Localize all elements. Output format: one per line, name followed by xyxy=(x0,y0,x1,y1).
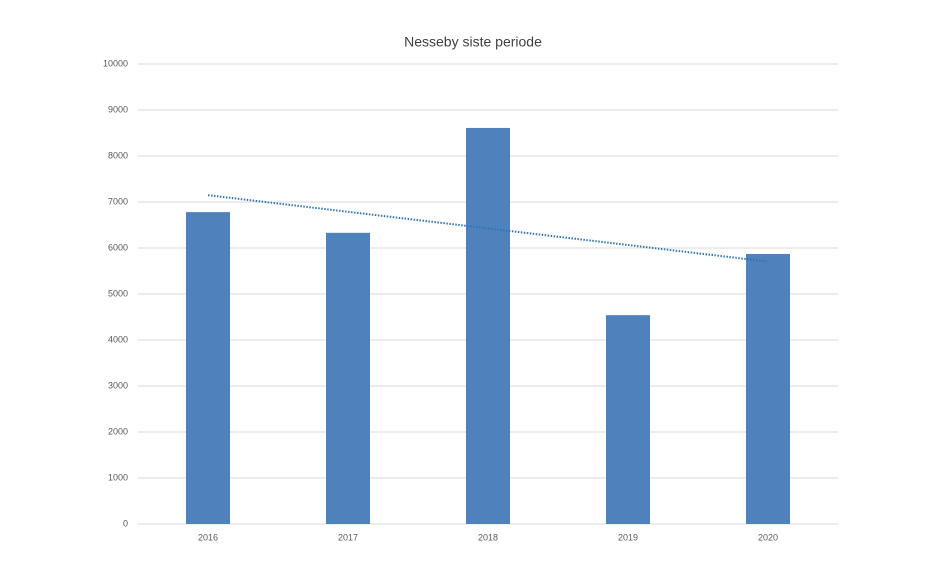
y-tick-label: 6000 xyxy=(108,242,128,252)
x-tick-label: 2018 xyxy=(478,532,498,542)
y-tick-label: 3000 xyxy=(108,380,128,390)
bar xyxy=(466,127,510,524)
bar xyxy=(746,253,790,525)
y-tick-label: 10000 xyxy=(103,58,128,68)
y-tick-label: 8000 xyxy=(108,150,128,160)
x-tick-label: 2019 xyxy=(618,532,638,542)
bar xyxy=(326,232,370,524)
x-tick-label: 2017 xyxy=(338,532,358,542)
y-tick-label: 0 xyxy=(123,518,128,528)
y-tick-label: 9000 xyxy=(108,104,128,114)
y-tick-label: 1000 xyxy=(108,472,128,482)
y-tick-label: 4000 xyxy=(108,334,128,344)
x-tick-label: 2020 xyxy=(758,532,778,542)
y-tick-label: 2000 xyxy=(108,426,128,436)
bar xyxy=(606,315,650,524)
trendline xyxy=(207,194,769,263)
chart-title: Nesseby siste periode xyxy=(404,34,542,50)
x-tick-label: 2016 xyxy=(198,532,218,542)
bar xyxy=(186,212,230,524)
y-tick-label: 7000 xyxy=(108,196,128,206)
y-tick-label: 5000 xyxy=(108,288,128,298)
